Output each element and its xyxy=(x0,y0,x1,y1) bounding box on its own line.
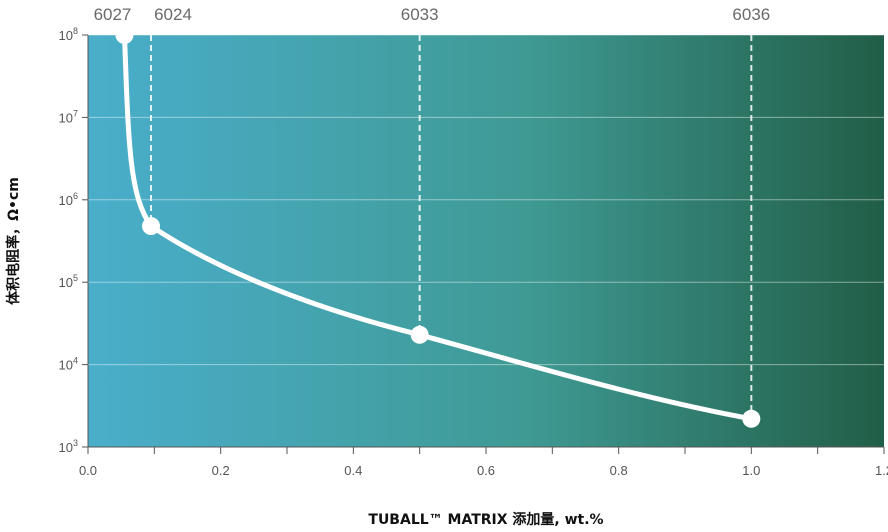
grade-label: 6036 xyxy=(732,5,770,24)
y-tick-label: 108 xyxy=(59,26,78,43)
x-tick-label: 0.6 xyxy=(477,463,495,478)
y-tick-label: 106 xyxy=(59,191,78,208)
x-tick-label: 0.2 xyxy=(212,463,230,478)
data-point xyxy=(115,26,134,44)
resistivity-curve xyxy=(121,32,754,422)
x-axis-label: TUBALL™ MATRIX 添加量, wt.% xyxy=(368,511,603,528)
data-point xyxy=(142,217,161,236)
x-tick-labels: 0.0 0.2 0.4 0.6 0.8 1.0 1.2 xyxy=(79,463,888,478)
y-tick-label: 107 xyxy=(59,108,78,125)
grade-labels: 6027 6024 6033 6036 xyxy=(94,5,771,24)
x-tick-label: 1.0 xyxy=(742,463,760,478)
x-tick-label: 1.2 xyxy=(875,463,888,478)
grade-drop-lines xyxy=(150,35,753,419)
data-point xyxy=(742,409,761,428)
y-axis-label: 体积电阻率，Ω•cm xyxy=(5,177,22,305)
data-points xyxy=(115,26,761,428)
grade-label: 6027 xyxy=(94,5,132,24)
y-tick-label: 105 xyxy=(59,273,78,290)
plot-background xyxy=(88,35,884,447)
grade-label: 6024 xyxy=(154,5,192,24)
y-tick-labels: 103 104 105 106 107 108 xyxy=(59,26,78,455)
x-tick-label: 0.4 xyxy=(344,463,362,478)
y-tick-label: 103 xyxy=(59,438,78,455)
grade-label: 6033 xyxy=(401,5,439,24)
x-tick-label: 0.8 xyxy=(610,463,628,478)
data-point xyxy=(410,325,429,344)
y-tick-label: 104 xyxy=(59,356,78,373)
x-tick-label: 0.0 xyxy=(79,463,97,478)
axes xyxy=(82,34,885,454)
